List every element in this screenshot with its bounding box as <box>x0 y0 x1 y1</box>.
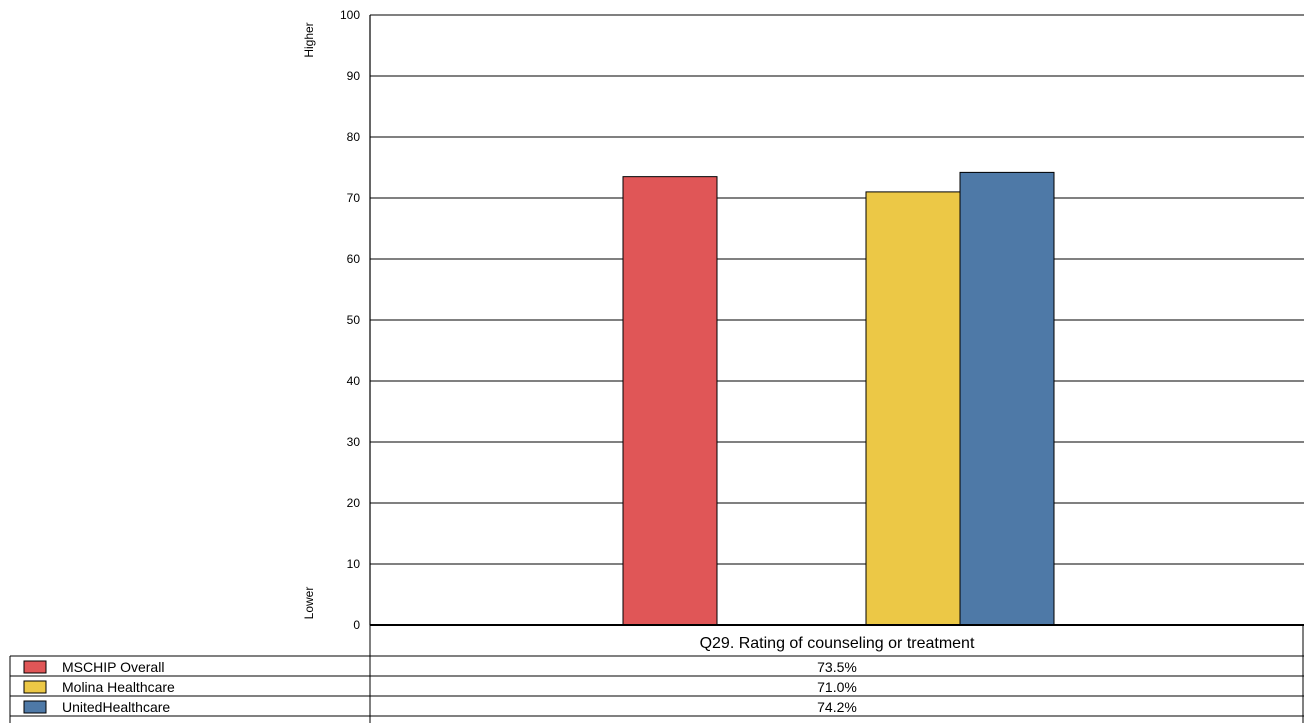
axes <box>369 15 1304 626</box>
data-label-molina-healthcare: 71.0% <box>817 679 857 695</box>
y-tick-label-60: 60 <box>347 252 361 266</box>
gridlines <box>370 14 1304 565</box>
y-tick-label-90: 90 <box>347 69 361 83</box>
legend-label-unitedhealthcare: UnitedHealthcare <box>62 699 170 715</box>
y-tick-label-0: 0 <box>353 618 360 632</box>
y-axis-lower-label: Lower <box>302 587 316 620</box>
data-label-mschip-overall: 73.5% <box>817 659 857 675</box>
category-label: Q29. Rating of counseling or treatment <box>700 635 975 652</box>
y-tick-label-20: 20 <box>347 496 361 510</box>
bar-mschip-overall <box>622 176 718 626</box>
y-tick-label-100: 100 <box>340 8 360 22</box>
legend-swatch-molina-healthcare <box>23 680 47 694</box>
y-tick-label-50: 50 <box>347 313 361 327</box>
y-tick-label-70: 70 <box>347 191 361 205</box>
bar-unitedhealthcare <box>959 171 1055 626</box>
data-label-unitedhealthcare: 74.2% <box>817 699 857 715</box>
y-tick-label-40: 40 <box>347 374 361 388</box>
y-tick-label-10: 10 <box>347 557 361 571</box>
y-tick-label-80: 80 <box>347 130 361 144</box>
legend-data-table: MSCHIP Overall 73.5% Molina Healthcare 71.0… <box>9 625 1304 723</box>
legend-label-molina-healthcare: Molina Healthcare <box>62 679 175 695</box>
bars <box>622 171 1055 626</box>
legend-label-mschip-overall: MSCHIP Overall <box>62 659 164 675</box>
legend-swatch-unitedhealthcare <box>23 700 47 714</box>
bar-molina-healthcare <box>865 191 961 626</box>
legend-swatch-mschip-overall <box>23 660 47 674</box>
y-tick-label-30: 30 <box>347 435 361 449</box>
y-tick-labels: 0 10 20 30 40 50 60 70 80 90 100 <box>340 8 360 632</box>
y-axis-higher-label: Higher <box>302 22 316 57</box>
